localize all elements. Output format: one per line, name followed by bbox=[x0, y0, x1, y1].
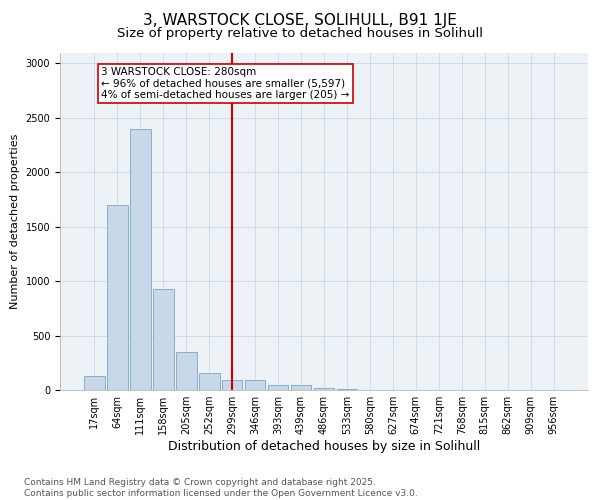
X-axis label: Distribution of detached houses by size in Solihull: Distribution of detached houses by size … bbox=[168, 440, 480, 453]
Text: 3 WARSTOCK CLOSE: 280sqm
← 96% of detached houses are smaller (5,597)
4% of semi: 3 WARSTOCK CLOSE: 280sqm ← 96% of detach… bbox=[101, 66, 350, 100]
Bar bbox=[199, 373, 220, 390]
Bar bbox=[290, 385, 311, 390]
Bar bbox=[245, 380, 265, 390]
Y-axis label: Number of detached properties: Number of detached properties bbox=[10, 134, 20, 309]
Text: Contains HM Land Registry data © Crown copyright and database right 2025.
Contai: Contains HM Land Registry data © Crown c… bbox=[24, 478, 418, 498]
Text: 3, WARSTOCK CLOSE, SOLIHULL, B91 1JE: 3, WARSTOCK CLOSE, SOLIHULL, B91 1JE bbox=[143, 12, 457, 28]
Bar bbox=[268, 384, 289, 390]
Bar bbox=[107, 205, 128, 390]
Bar bbox=[176, 352, 197, 390]
Bar bbox=[222, 380, 242, 390]
Bar bbox=[153, 289, 173, 390]
Text: Size of property relative to detached houses in Solihull: Size of property relative to detached ho… bbox=[117, 28, 483, 40]
Bar bbox=[84, 376, 104, 390]
Bar bbox=[314, 388, 334, 390]
Bar bbox=[130, 128, 151, 390]
